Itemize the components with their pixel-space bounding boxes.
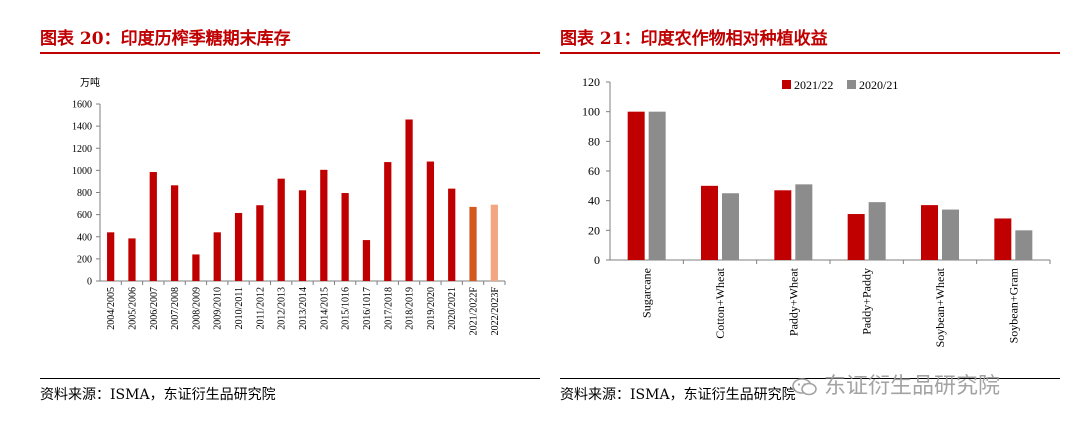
x-tick-label: 2022/2023F — [490, 287, 501, 336]
bar — [149, 172, 157, 281]
y-tick-label: 600 — [77, 210, 92, 221]
bar — [341, 193, 349, 281]
x-tick-label: 2018/2019 — [405, 287, 416, 330]
bar — [384, 162, 392, 281]
y-tick-label: 1200 — [72, 144, 92, 155]
bar-series2 — [648, 111, 666, 260]
y-tick-label: 40 — [588, 194, 600, 208]
y-tick-label: 400 — [77, 232, 92, 243]
y-tick-label: 1600 — [72, 100, 92, 111]
bar — [107, 232, 115, 281]
bar-series1 — [701, 185, 718, 260]
bar — [192, 254, 200, 281]
bar-series2 — [1015, 230, 1033, 260]
bar-series1 — [994, 218, 1012, 260]
x-tick-label: Paddy+Paddy — [860, 268, 874, 335]
x-tick-label: 2012/2013 — [277, 287, 288, 330]
legend-label: 2021/22 — [794, 78, 833, 92]
bar — [256, 205, 264, 281]
legend-swatch — [847, 80, 856, 89]
x-tick-label: 2013/2014 — [298, 287, 309, 330]
x-tick-label: 2004/2005 — [106, 287, 117, 330]
left-bottom-rule — [40, 378, 540, 379]
y-tick-label: 800 — [77, 188, 92, 199]
y-tick-label: 100 — [582, 105, 600, 119]
x-tick-label: 2016/1017 — [362, 287, 373, 330]
bar — [426, 161, 435, 281]
y-tick-label: 1400 — [72, 122, 92, 133]
right-title-rule — [560, 52, 1060, 54]
bar — [469, 206, 477, 281]
left-figure-title: 图表 20：印度历榨季糖期末库存 — [40, 29, 291, 49]
left-chart-svg: 万吨 0 200 400 600 800 1000 1200 1400 1600 2004/2005… — [72, 76, 506, 336]
x-tick-label: 2011/2012 — [255, 287, 266, 329]
y-unit-label: 万吨 — [80, 76, 100, 89]
bar — [362, 240, 371, 281]
x-tick-label: 2020/2021 — [447, 287, 458, 330]
bar — [213, 232, 221, 281]
bar — [448, 188, 456, 281]
y-tick-label: 120 — [582, 75, 600, 89]
x-tick-label: 2008/2009 — [191, 287, 202, 330]
x-tick-label: 2009/2010 — [213, 287, 224, 330]
bar — [128, 238, 136, 281]
bar-series1 — [921, 205, 938, 260]
watermark-text: 东证衍生品研究院 — [824, 374, 1001, 399]
bar-series2 — [722, 193, 739, 260]
x-tick-label: 2010/2011 — [234, 287, 245, 329]
x-tick-label: Paddy+Wheat — [786, 267, 800, 336]
x-tick-label: 2019/2020 — [426, 287, 437, 330]
watermark: 东证衍生品研究院 — [792, 368, 1000, 400]
wechat-icon — [792, 378, 817, 396]
bar-series1 — [774, 190, 792, 260]
bar — [320, 169, 328, 281]
bar-series2 — [795, 184, 813, 260]
legend-swatch — [782, 80, 791, 89]
left-figure-source: 资料来源：ISMA，东证衍生品研究院 — [40, 387, 276, 403]
bar-series2 — [942, 209, 959, 260]
x-tick-label: Soybean+Gram — [1006, 267, 1020, 343]
x-tick-label: 2015/1016 — [341, 287, 352, 330]
x-tick-label: 2017/2018 — [383, 287, 394, 330]
left-chart: 万吨 0 200 400 600 800 1000 1200 1400 1600 2004/2005… — [40, 60, 540, 376]
y-tick-label: 0 — [87, 277, 92, 288]
bar-series2 — [868, 202, 886, 260]
x-tick-label: 2007/2008 — [170, 287, 181, 330]
x-tick-label: 2006/2007 — [149, 287, 160, 330]
y-tick-label: 200 — [77, 254, 92, 265]
bar — [234, 212, 243, 281]
bar — [277, 178, 285, 281]
x-tick-label: Cotton+Wheat — [713, 267, 727, 338]
y-tick-label: 80 — [588, 134, 600, 148]
bar-series1 — [627, 111, 645, 260]
x-tick-label: 2021/2022F — [469, 287, 480, 336]
x-tick-label: Soybean+Wheat — [933, 267, 947, 347]
x-tick-label: Sugarcane — [640, 268, 654, 318]
bar — [170, 185, 179, 281]
bar — [298, 190, 307, 281]
legend-label: 2020/21 — [859, 78, 898, 92]
y-tick-label: 20 — [588, 223, 600, 237]
y-tick-label: 1000 — [72, 166, 92, 177]
right-chart-svg: 0 20 40 60 80 100 120 Sugarcane Cotton+Wheat Padd… — [582, 75, 1051, 347]
right-chart: 0 20 40 60 80 100 120 Sugarcane Cotton+Wheat Padd… — [560, 60, 1060, 376]
y-tick-label: 60 — [588, 164, 600, 178]
bar-series1 — [847, 214, 865, 260]
right-figure-title: 图表 21：印度农作物相对种植收益 — [560, 29, 828, 49]
x-tick-label: 2005/2006 — [127, 287, 138, 330]
x-tick-label: 2014/2015 — [319, 287, 330, 330]
bar — [490, 204, 498, 281]
y-tick-label: 0 — [594, 253, 600, 267]
right-bottom-rule — [560, 378, 1060, 379]
bar — [405, 119, 413, 281]
left-title-rule — [40, 52, 540, 54]
right-figure-source: 资料来源：ISMA，东证衍生品研究院 — [560, 387, 796, 403]
